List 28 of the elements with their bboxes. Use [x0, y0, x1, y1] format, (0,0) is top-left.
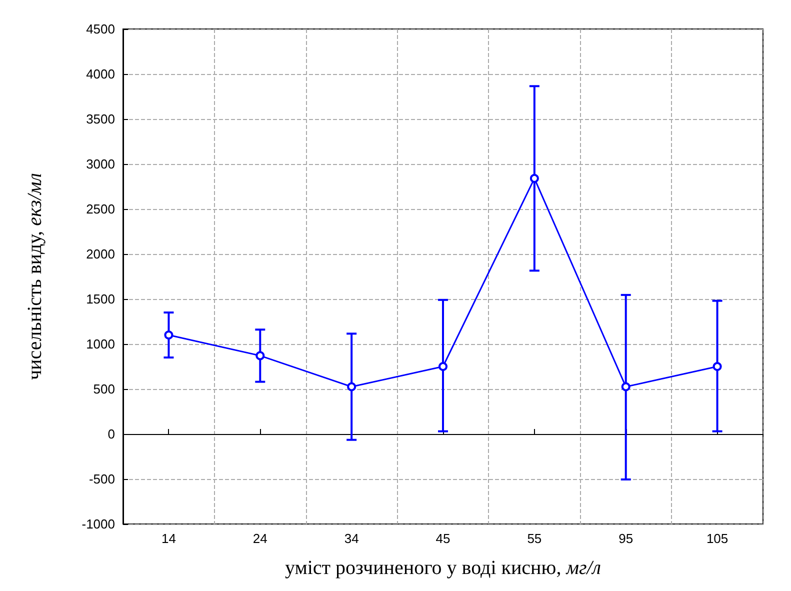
point	[256, 351, 265, 360]
x-tick-label: 24	[252, 531, 268, 546]
point	[530, 174, 539, 183]
x-tick-label: 45	[436, 531, 450, 546]
y-tick-label: 1500	[86, 292, 115, 306]
x-axis-title: уміст розчиненого у воді кисню, мг/л	[284, 557, 602, 579]
y-tick-label: -500	[88, 472, 115, 486]
y-tick-label: 2500	[86, 202, 115, 216]
x-tick-label: 105	[706, 531, 728, 546]
y-tick-label: 1000	[86, 336, 115, 352]
x-tick-label: 95	[618, 531, 634, 546]
y-tick-label: -1000	[82, 516, 115, 532]
x-tick-label: 55	[527, 531, 542, 546]
y-tick-label: 500	[93, 382, 115, 396]
x-tick-label: 34	[344, 531, 359, 546]
point	[164, 330, 174, 340]
point	[438, 362, 448, 371]
x-tick-label: 14	[161, 531, 176, 546]
point	[712, 362, 722, 371]
y-tick-label: 3500	[86, 112, 115, 126]
y-axis-title: чисельність виду, екз/мл	[24, 172, 46, 380]
y-tick-label: 3000	[86, 156, 115, 172]
point	[621, 382, 630, 392]
y-tick-label: 2000	[86, 246, 115, 262]
y-tick-label: 4000	[86, 66, 115, 82]
y-tick-label: 0	[108, 426, 115, 442]
point	[347, 382, 356, 392]
y-tick-label: 4500	[86, 22, 115, 36]
